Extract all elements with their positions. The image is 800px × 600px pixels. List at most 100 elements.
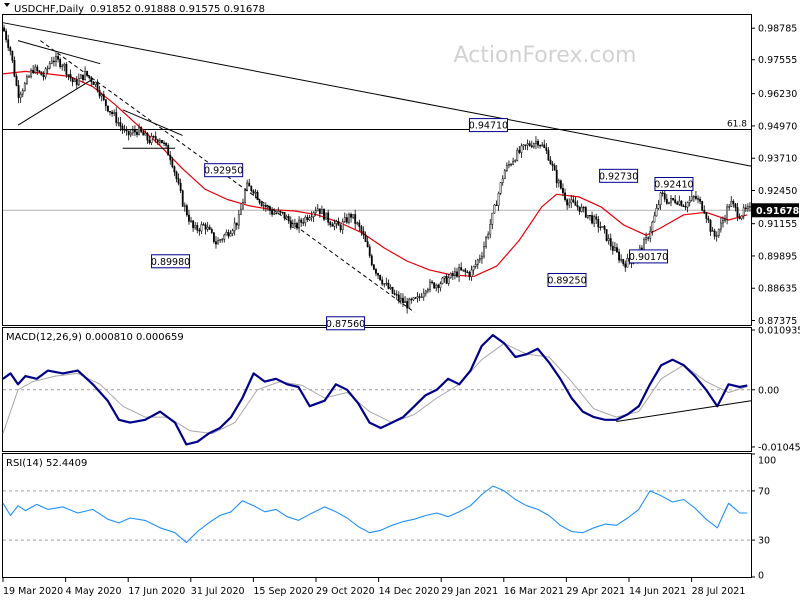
candle (603, 225, 606, 234)
annotation-text: 0.92950 (204, 166, 243, 177)
candle (163, 140, 165, 147)
candle-body (217, 240, 219, 245)
candle-body (192, 220, 195, 229)
candle (449, 272, 452, 279)
candle-body (487, 233, 490, 238)
candle (690, 190, 693, 202)
candle-body (267, 206, 269, 208)
candle (225, 229, 228, 236)
candle-body (28, 76, 30, 78)
candle (73, 78, 76, 83)
candle-body (491, 212, 494, 225)
candle-body (692, 196, 695, 198)
candle-body (699, 198, 702, 202)
candle-body (298, 219, 300, 229)
candle-body (399, 297, 402, 301)
candle (121, 123, 124, 134)
candle-body (9, 47, 12, 52)
candle (294, 218, 296, 229)
candle-body (7, 39, 10, 48)
candle-body (316, 208, 319, 212)
candle (626, 253, 629, 268)
candle-body (545, 147, 548, 151)
candle-body (470, 269, 473, 277)
candle (670, 194, 672, 207)
candle-body (541, 144, 544, 147)
rsi-tick-label: 0 (758, 571, 764, 582)
candle (362, 226, 365, 240)
candle (703, 205, 706, 214)
candle-body (599, 226, 602, 229)
trendline (17, 78, 94, 126)
candle-body (237, 214, 240, 226)
candle (111, 109, 113, 117)
candle-body (607, 238, 610, 241)
candle (117, 117, 120, 127)
candle-body (354, 214, 357, 224)
candle (399, 293, 402, 305)
candle-body (684, 206, 687, 208)
candle-body (749, 206, 751, 208)
candle (104, 99, 107, 111)
candle-body (57, 56, 59, 60)
candle (34, 64, 37, 75)
rsi-panel[interactable] (2, 453, 752, 578)
candle-body (408, 298, 411, 309)
candle (190, 216, 192, 223)
candle (358, 219, 361, 232)
candle (75, 76, 78, 89)
candle (165, 142, 168, 148)
price-tick-label: 0.94970 (758, 121, 797, 132)
candle-body (318, 208, 321, 214)
macd-tick-label: -0.010459 (758, 442, 800, 453)
candle (572, 195, 575, 204)
candle-body (40, 71, 43, 76)
candle-body (701, 201, 704, 211)
candle-body (493, 204, 496, 214)
candle (287, 213, 290, 224)
candle-body (248, 182, 251, 187)
candle-body (98, 89, 101, 97)
candle (98, 85, 101, 99)
candle-body (163, 142, 165, 144)
candle-body (605, 229, 608, 241)
candle-body (65, 63, 68, 75)
candle-body (308, 217, 311, 220)
price-panel[interactable] (2, 14, 752, 326)
candle (345, 213, 348, 224)
candle-body (738, 216, 741, 219)
dropdown-triangle-icon[interactable] (4, 3, 10, 7)
candle-body (366, 241, 369, 248)
candle (63, 62, 66, 72)
candle (227, 229, 230, 239)
candle (131, 125, 134, 136)
candle (574, 196, 577, 206)
candle-body (564, 192, 566, 200)
candle (402, 293, 404, 307)
candle (678, 195, 681, 206)
candle (701, 200, 704, 212)
candle-body (212, 232, 215, 242)
candle (69, 69, 72, 82)
candle-body (505, 164, 508, 171)
candle (495, 200, 498, 206)
candle (300, 217, 303, 227)
candle-body (626, 258, 629, 268)
candle-body (244, 189, 246, 203)
candle-body (688, 199, 691, 203)
rsi-tick-label: 70 (758, 486, 770, 497)
candle (327, 209, 330, 226)
candle-body (25, 76, 28, 84)
candle-body (337, 221, 340, 226)
price-tick-label: 0.96230 (758, 89, 797, 100)
candle (48, 61, 51, 70)
candle (611, 241, 614, 255)
date-tick-label: 17 Jun 2020 (128, 586, 185, 597)
candle (491, 212, 494, 230)
candle (233, 217, 236, 236)
candle (462, 269, 465, 272)
candle (435, 283, 438, 292)
candle (348, 212, 350, 225)
candle-body (167, 145, 170, 156)
candle-body (649, 231, 652, 239)
